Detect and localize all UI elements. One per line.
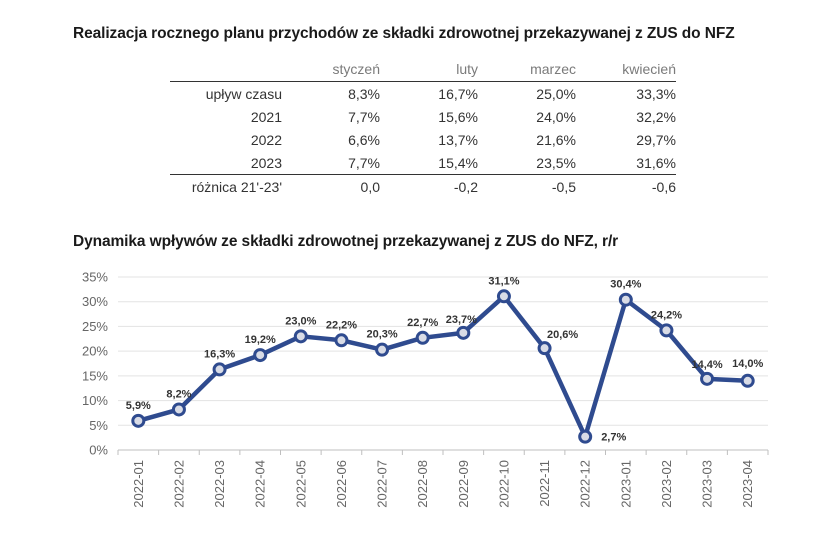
data-point [375,342,390,357]
table-cell: 7,7% [348,108,380,125]
data-label: 31,1% [488,275,519,287]
data-point [740,373,755,388]
data-label: 22,2% [326,319,357,331]
table-cell: 29,7% [636,131,676,148]
data-point [131,413,146,428]
row-label: 2021 [250,108,282,125]
table-cell: 23,5% [478,151,576,175]
x-tick-label: 2023-02 [659,460,674,508]
data-point [334,333,349,348]
data-point [171,402,186,417]
x-tick-label: 2022-08 [415,460,430,508]
table-cell: -0,2 [453,178,478,195]
x-tick-label: 2022-02 [171,460,186,508]
data-label: 24,2% [651,309,682,321]
table-cell: 6,6% [348,131,380,148]
data-label: 30,4% [610,279,641,291]
x-tick-label: 2022-01 [131,460,146,508]
x-tick-label: 2022-10 [496,460,511,508]
chart-title: Dynamika wpływów ze składki zdrowotnej p… [73,233,619,250]
row-label: upływ czasu [205,85,282,102]
table-header-row: styczeń luty marzec kwiecień [170,58,676,82]
table-title: Realizacja rocznego planu przychodów ze … [73,25,735,42]
table-cell: 16,7% [438,85,478,102]
data-point [578,429,593,444]
data-label: 20,6% [547,329,578,341]
y-tick-label: 25% [82,319,108,334]
table-cell: 15,6% [438,108,478,125]
table-row: upływ czasu 8,3% 16,7% 25,0% 33,3% [170,82,676,106]
data-label: 14,4% [691,359,722,371]
header-cell: luty [380,58,478,82]
header-cell [170,58,282,82]
data-point [496,289,511,304]
y-tick-label: 35% [82,270,108,285]
x-tick-label: 2022-12 [578,460,593,508]
table-cell: -0,5 [551,178,576,195]
header-cell: kwiecień [576,58,676,82]
data-point [415,330,430,345]
row-label: 2023 [170,151,282,175]
row-label: różnica 21'-23' [191,178,282,195]
table-row: różnica 21'-23' 0,0 -0,2 -0,5 -0,6 [170,175,676,199]
table-cell: 13,7% [438,131,478,148]
x-tick-label: 2022-06 [334,460,349,508]
y-tick-label: 30% [82,294,108,309]
x-tick-label: 2022-03 [212,460,227,508]
x-tick-label: 2022-07 [375,460,390,508]
data-label: 22,7% [407,317,438,329]
data-point [212,362,227,377]
data-label: 23,7% [446,314,477,326]
data-label: 16,3% [204,348,235,360]
x-tick-label: 2023-04 [740,460,755,508]
table-cell: 25,0% [536,85,576,102]
table-cell: 31,6% [576,151,676,175]
y-tick-label: 10% [82,393,108,408]
table-row: 2022 6,6% 13,7% 21,6% 29,7% [170,128,676,151]
y-tick-label: 5% [89,418,108,433]
data-point [537,341,552,356]
table-cell: 8,3% [348,85,380,102]
header-cell: styczeń [282,58,380,82]
data-point [700,371,715,386]
table-row: 2023 7,7% 15,4% 23,5% 31,6% [170,151,676,175]
series-line [137,294,748,439]
x-tick-label: 2022-04 [253,460,268,508]
table-cell: 21,6% [536,131,576,148]
data-label: 23,0% [285,315,316,327]
data-label: 2,7% [601,432,626,444]
table-cell: 15,4% [380,151,478,175]
y-tick-label: 0% [89,443,108,458]
y-tick-label: 15% [82,368,108,383]
table-row: 2021 7,7% 15,6% 24,0% 32,2% [170,105,676,128]
data-point [618,292,633,307]
data-label: 19,2% [245,334,276,346]
x-tick-label: 2022-11 [537,460,552,507]
x-tick-label: 2022-05 [293,460,308,508]
data-label: 5,9% [126,400,151,412]
table-cell: -0,6 [651,178,676,195]
plan-table: styczeń luty marzec kwiecień upływ czasu… [170,58,676,198]
data-point [659,323,674,338]
row-label: 2022 [250,131,282,148]
data-point [456,325,471,340]
table-cell: 24,0% [536,108,576,125]
table-cell: 0,0 [360,178,380,195]
header-cell: marzec [478,58,576,82]
data-point [253,348,268,363]
data-label: 14,0% [732,358,763,370]
data-point [293,329,308,344]
table-cell: 33,3% [636,85,676,102]
table-cell: 32,2% [636,108,676,125]
x-tick-label: 2023-03 [700,460,715,508]
table-cell: 7,7% [282,151,380,175]
data-label: 8,2% [166,388,191,400]
data-label: 20,3% [366,329,397,341]
x-tick-label: 2023-01 [618,460,633,508]
y-tick-label: 20% [82,344,108,359]
x-tick-label: 2022-09 [456,460,471,508]
